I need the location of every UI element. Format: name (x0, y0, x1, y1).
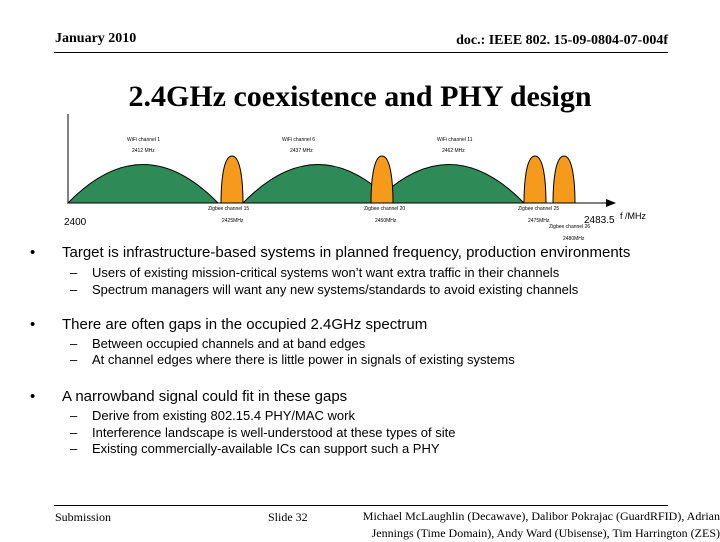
sub-bullet-text: Existing commercially-available ICs can … (92, 441, 440, 456)
zigbee-channel-20-lobe (370, 155, 394, 204)
zigbee-channel-20-freq: 2450MHz (375, 218, 397, 224)
footer-slide-number: Slide 32 (268, 510, 308, 524)
sub-bullet-marker: – (70, 425, 78, 440)
sub-bullet-text: Interference landscape is well-understoo… (92, 425, 456, 440)
footer-submission: Submission (55, 510, 112, 524)
frequency-axis-arrowhead (606, 199, 616, 207)
sub-bullet-marker: – (70, 336, 78, 351)
header-doc-id: doc.: IEEE 802. 15-09-0804-07-004f (456, 33, 668, 48)
sub-bullet-text: Spectrum managers will want any new syst… (92, 282, 579, 297)
zigbee-channel-25-label: Zigbee channel 25 (518, 206, 559, 212)
sub-bullet-marker: – (70, 441, 78, 456)
zigbee-channel-15-freq: 2425MHz (222, 218, 244, 224)
spectrum-diagram: WiFi channel 1 2412 MHz WiFi channel 6 2… (64, 114, 646, 242)
axis-unit-label: f /MHz (620, 211, 646, 221)
wifi-channel-6-lobe (241, 164, 395, 204)
footer-divider (54, 505, 668, 506)
wifi-channel-1-lobe (66, 164, 220, 204)
wifi-channel-1-freq: 2412 MHz (132, 148, 155, 154)
axis-start-label: 2400 (64, 217, 87, 228)
wifi-channel-11-freq: 2462 MHz (442, 148, 465, 154)
bullet-text: There are often gaps in the occupied 2.4… (62, 316, 428, 333)
sub-bullet-text: At channel edges where there is little p… (92, 352, 515, 367)
zigbee-channel-26-lobe (552, 155, 576, 204)
bullet-text: Target is infrastructure-based systems i… (62, 244, 631, 261)
sub-bullet-text: Users of existing mission-critical syste… (92, 265, 560, 280)
wifi-channel-6-freq: 2437 MHz (290, 148, 313, 154)
sub-bullet-marker: – (70, 352, 78, 367)
zigbee-channel-26-label: Zigbee channel 26 (549, 224, 590, 230)
zigbee-channel-20-label: Zigbee channel 20 (364, 206, 405, 212)
header-date: January 2010 (55, 31, 137, 46)
header-divider (54, 52, 668, 53)
footer-authors: Michael McLaughlin (Decawave), Dalibor P… (358, 508, 720, 542)
wifi-channel-6-label: WiFi channel 6 (282, 137, 315, 143)
axis-end-label: 2483.5 (584, 215, 615, 226)
sub-bullet-marker: – (70, 408, 78, 423)
zigbee-channel-15-label: Zigbee channel 15 (208, 206, 249, 212)
sub-bullet-marker: – (70, 282, 78, 297)
bullet-marker: • (30, 316, 36, 333)
bullet-text: A narrowband signal could fit in these g… (62, 388, 348, 405)
zigbee-channel-26-freq: 2480MHz (563, 236, 585, 242)
zigbee-channel-25-freq: 2475MHz (528, 218, 550, 224)
sub-bullet-text: Derive from existing 802.15.4 PHY/MAC wo… (92, 408, 355, 423)
zigbee-channel-25-lobe (523, 155, 547, 204)
sub-bullet-marker: – (70, 265, 78, 280)
sub-bullet-text: Between occupied channels and at band ed… (92, 336, 366, 351)
wifi-channel-11-label: WiFi channel 11 (437, 137, 473, 143)
bullet-marker: • (30, 244, 36, 261)
wifi-channel-1-label: WiFi channel 1 (127, 137, 160, 143)
footer-authors-line-1: Michael McLaughlin (Decawave), Dalibor P… (362, 509, 720, 523)
zigbee-channel-15-lobe (220, 155, 244, 204)
slide-title: 2.4GHz coexistence and PHY design (128, 80, 592, 113)
wifi-channel-11-lobe (372, 164, 526, 204)
bullet-marker: • (30, 388, 36, 405)
footer-authors-line-2: Jennings (Time Domain), Andy Ward (Ubise… (371, 526, 720, 540)
